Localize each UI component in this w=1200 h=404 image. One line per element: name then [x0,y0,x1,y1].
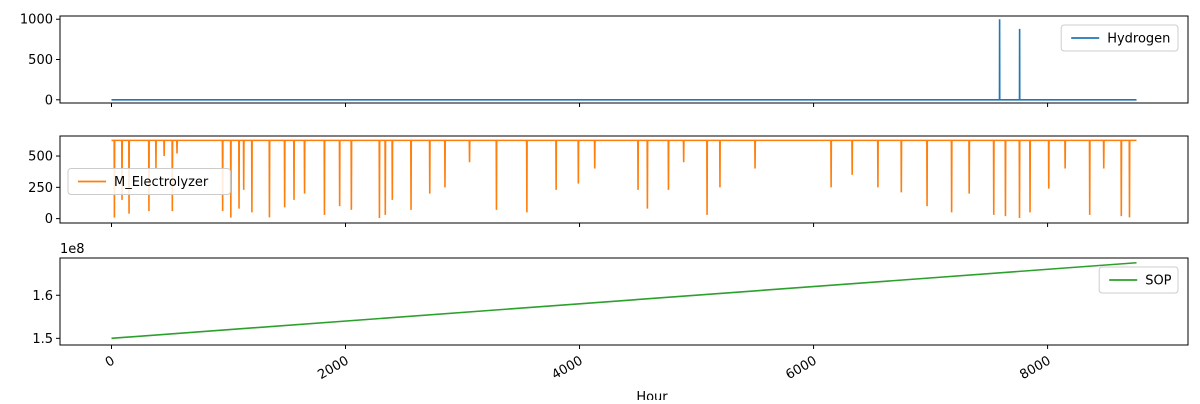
legend: Hydrogen [1060,24,1179,52]
x-axis-label: Hour [636,390,668,400]
y-tick-label: 500 [28,150,53,165]
x-tick-label: 6000 [783,353,819,383]
legend-box [67,168,231,195]
x-tick-label: 8000 [1017,353,1053,383]
y-tick-label: 250 [28,181,53,196]
x-tick-label: 4000 [549,353,585,383]
y-tick-label: 500 [28,53,53,68]
x-tick-label: 0 [103,353,118,370]
x-tick-label: 2000 [315,353,351,383]
legend: M_Electrolyzer [67,168,231,195]
y-offset-label: 1e8 [60,242,85,257]
series-line-hydrogen [111,19,1137,101]
legend-box [1098,266,1179,294]
axes-frame [59,135,1189,224]
series-line-sop [111,261,1137,340]
legend-label: M_Electrolyzer [114,175,209,190]
legend-box [1060,24,1179,52]
y-tick-label: 0 [45,212,53,227]
legend-label: SOP [1145,274,1171,289]
legend-label: Hydrogen [1107,32,1170,47]
axes-frame [59,257,1189,346]
legend: SOP [1098,266,1179,294]
y-tick-label: 1.6 [32,289,53,304]
y-tick-label: 1.5 [32,332,53,347]
y-tick-label: 1000 [20,13,53,28]
y-tick-label: 0 [45,93,53,108]
series-line-m-electrolyzer [111,139,1137,218]
